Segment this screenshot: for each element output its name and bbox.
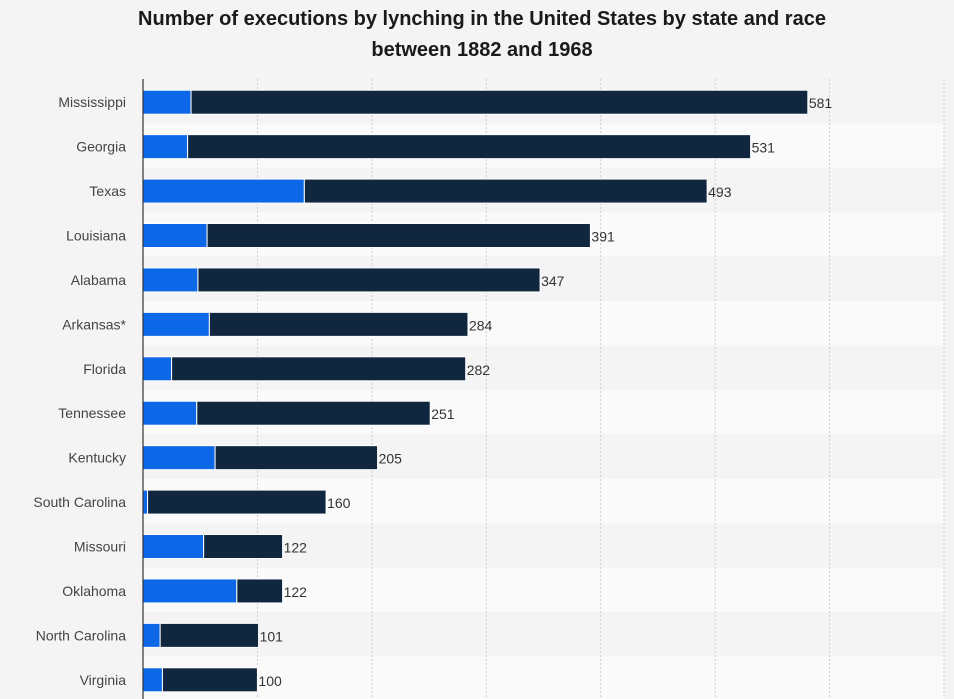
- data-label: 100: [258, 673, 282, 689]
- category-label: Louisiana: [66, 228, 126, 244]
- category-label: Tennessee: [58, 405, 126, 421]
- category-label: Mississippi: [58, 94, 126, 110]
- category-label: Florida: [83, 361, 126, 377]
- bar-segment-white: [142, 267, 199, 293]
- data-label: 205: [379, 451, 403, 467]
- data-label: 160: [327, 495, 351, 511]
- bar-segment-white: [142, 400, 198, 426]
- bar-segment-white: [142, 223, 208, 249]
- data-label: 581: [809, 95, 833, 111]
- bar-segment-black: [236, 578, 284, 604]
- bar-segment-white: [142, 445, 216, 471]
- data-label: 391: [591, 229, 615, 245]
- data-label: 251: [431, 406, 455, 422]
- bar-segment-black: [208, 311, 469, 337]
- bar-segment-white: [142, 578, 238, 604]
- bar-segment-white: [142, 356, 173, 382]
- bar-segment-white: [142, 311, 210, 337]
- row-band: [143, 656, 944, 699]
- chart-title-line1: Number of executions by lynching in the …: [138, 8, 826, 30]
- category-label: Missouri: [74, 539, 126, 555]
- bar-segment-black: [171, 356, 467, 382]
- bar-segment-black: [147, 489, 327, 515]
- category-label: Alabama: [71, 272, 126, 288]
- category-label: Kentucky: [68, 450, 126, 466]
- data-label: 493: [708, 184, 732, 200]
- bar-segment-white: [142, 534, 205, 560]
- data-label: 122: [284, 540, 308, 556]
- bar-segment-black: [214, 445, 379, 471]
- data-label: 347: [541, 273, 565, 289]
- data-label: 101: [260, 628, 284, 644]
- bar-segment-white: [142, 622, 161, 648]
- category-label: Arkansas*: [62, 316, 126, 332]
- bar-segment-black: [197, 267, 541, 293]
- category-label: Virginia: [80, 672, 127, 688]
- bar-segment-black: [190, 89, 809, 115]
- bar-segment-black: [303, 178, 708, 204]
- data-label: 122: [284, 584, 308, 600]
- chart-title: Number of executions by lynching in the …: [0, 4, 954, 66]
- row-band: [143, 612, 944, 657]
- bar-segment-black: [203, 534, 284, 560]
- data-label: 284: [469, 317, 493, 333]
- bar-segment-white: [142, 89, 192, 115]
- bar-segment-black: [196, 400, 431, 426]
- category-label: Georgia: [76, 139, 126, 155]
- data-label: 282: [467, 362, 491, 378]
- bar-segment-black: [161, 667, 258, 693]
- bar-segment-black: [206, 223, 591, 249]
- category-label: South Carolina: [33, 494, 126, 510]
- chart-title-line2: between 1882 and 1968: [371, 39, 593, 61]
- category-label: North Carolina: [36, 627, 126, 643]
- bar-segment-black: [187, 134, 752, 160]
- bar-segment-white: [142, 667, 163, 693]
- bar-segment-white: [142, 489, 149, 515]
- category-label: Oklahoma: [62, 583, 126, 599]
- bar-segment-white: [142, 134, 189, 160]
- category-label: Texas: [89, 183, 126, 199]
- data-label: 531: [752, 140, 776, 156]
- bar-segment-black: [159, 622, 260, 648]
- bar-segment-white: [142, 178, 305, 204]
